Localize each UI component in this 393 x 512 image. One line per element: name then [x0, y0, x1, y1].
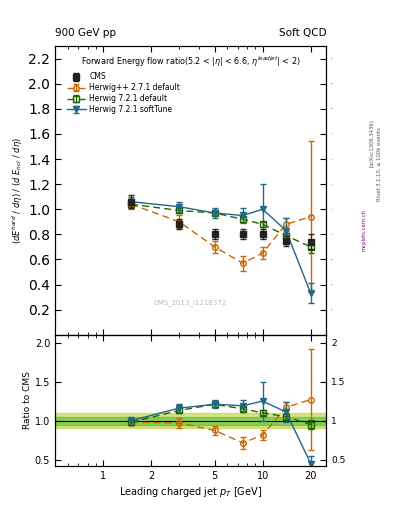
Bar: [55, 417, 326, 424]
Y-axis label: Ratio to CMS: Ratio to CMS: [23, 371, 32, 429]
X-axis label: Leading charged jet $p_T$ [GeV]: Leading charged jet $p_T$ [GeV]: [119, 485, 262, 499]
Text: mcplots.cern.ch: mcplots.cern.ch: [361, 209, 366, 251]
Text: 900 GeV pp: 900 GeV pp: [55, 28, 116, 38]
Text: Forward Energy flow ratio(5.2 < $|\eta|$ < 6.6, $\eta^{leadjet}$| < 2): Forward Energy flow ratio(5.2 < $|\eta|$…: [81, 55, 300, 69]
Y-axis label: $(dE^{hard}$ / $d\eta)$ / $(d$ $E_{ncl}$ / $d\eta)$: $(dE^{hard}$ / $d\eta)$ / $(d$ $E_{ncl}$…: [11, 137, 25, 244]
Text: CMS_2013_I1218372: CMS_2013_I1218372: [154, 300, 227, 306]
Text: [arXiv:1306.3436]: [arXiv:1306.3436]: [369, 119, 374, 167]
Legend: CMS, Herwig++ 2.7.1 default, Herwig 7.2.1 default, Herwig 7.2.1 softTune: CMS, Herwig++ 2.7.1 default, Herwig 7.2.…: [64, 70, 183, 116]
Text: Soft QCD: Soft QCD: [279, 28, 326, 38]
Text: Rivet 3.1.10, ≥ 100k events: Rivet 3.1.10, ≥ 100k events: [377, 127, 382, 201]
Bar: [55, 413, 326, 429]
